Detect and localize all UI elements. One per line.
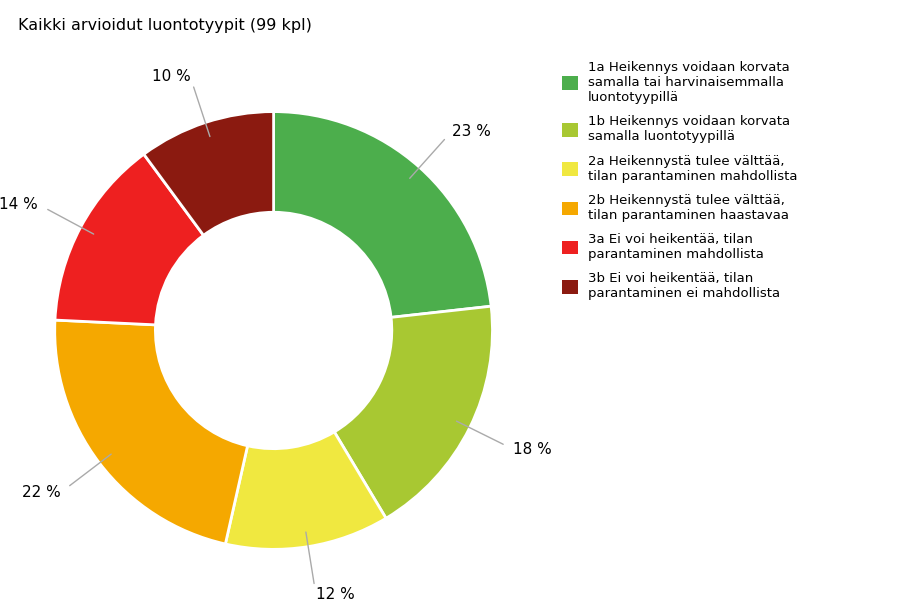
Wedge shape [334, 306, 492, 518]
Text: 12 %: 12 % [315, 587, 354, 602]
Wedge shape [144, 111, 273, 235]
Wedge shape [55, 154, 203, 325]
Wedge shape [225, 432, 385, 550]
Wedge shape [273, 111, 491, 318]
Wedge shape [55, 320, 247, 544]
Text: 18 %: 18 % [512, 442, 551, 457]
Text: 14 %: 14 % [0, 197, 38, 212]
Legend: 1a Heikennys voidaan korvata
samalla tai harvinaisemmalla
luontotyypillä, 1b Hei: 1a Heikennys voidaan korvata samalla tai… [561, 61, 797, 300]
Text: 10 %: 10 % [151, 69, 190, 84]
Text: 22 %: 22 % [23, 485, 61, 500]
Text: Kaikki arvioidut luontotyypit (99 kpl): Kaikki arvioidut luontotyypit (99 kpl) [18, 18, 312, 34]
Text: 23 %: 23 % [451, 124, 490, 139]
